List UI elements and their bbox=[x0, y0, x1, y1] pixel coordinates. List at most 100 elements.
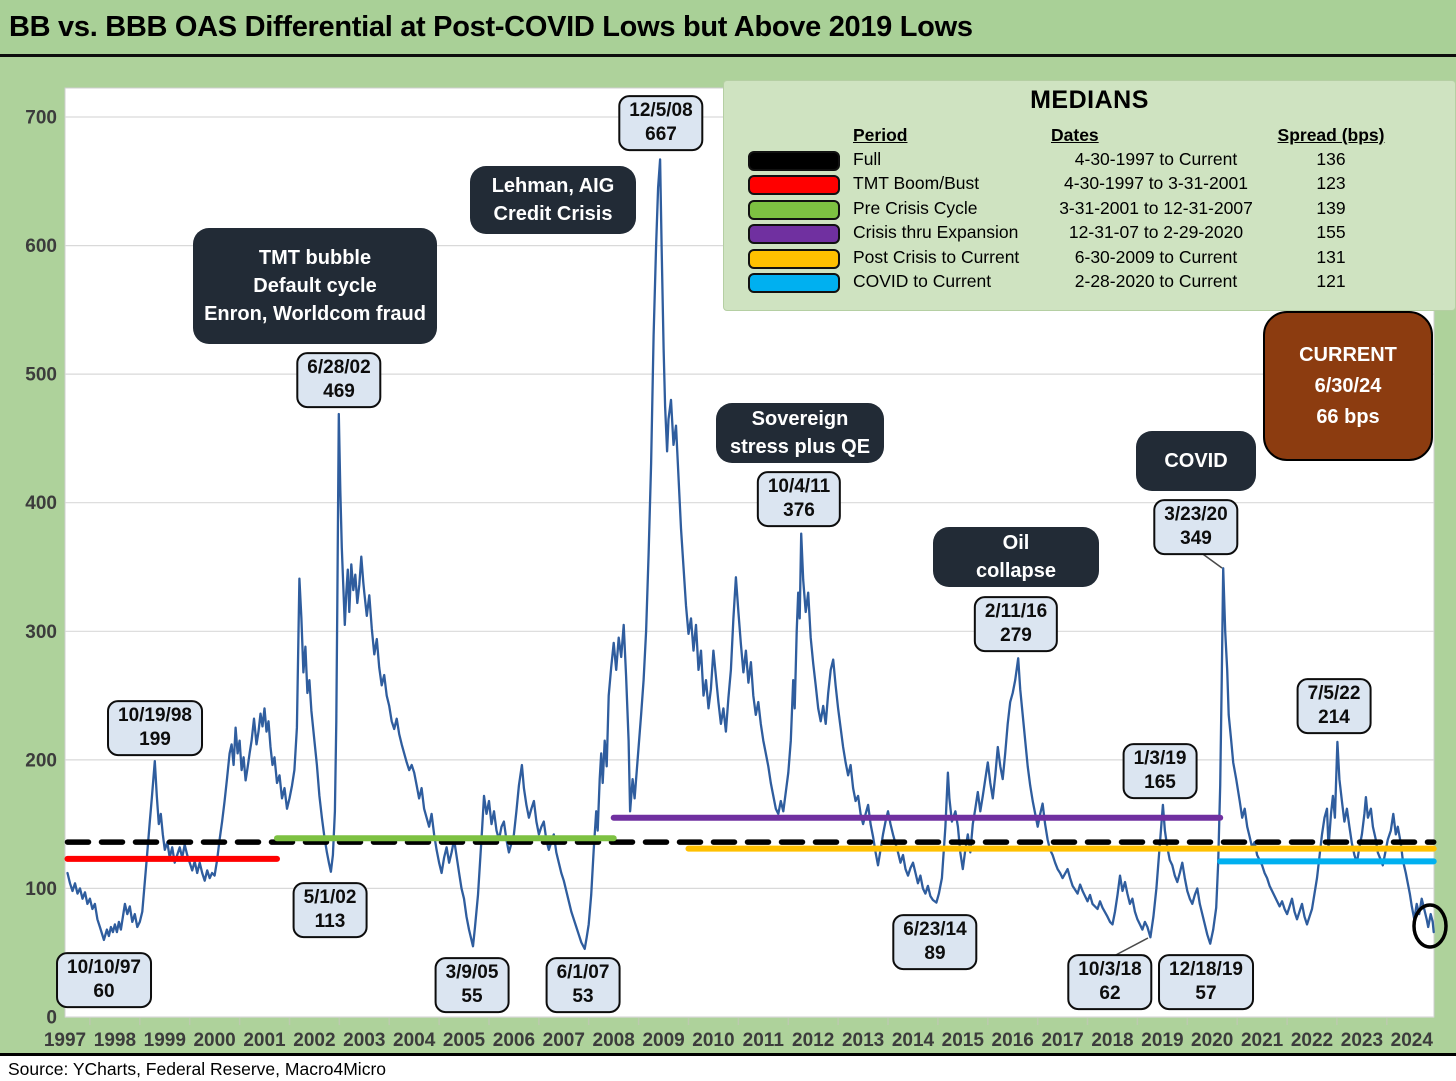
callout-line: Sovereign bbox=[751, 408, 849, 430]
svg-text:400: 400 bbox=[25, 493, 57, 514]
point-label-12-18-19: 12/18/19 57 bbox=[1158, 954, 1254, 1010]
callout-line: Oil bbox=[1002, 532, 1030, 554]
chart-region: 0 100 200 300 400 500 600 700 1997 1998 1999 2000 20… bbox=[0, 60, 1456, 1053]
point-label-5-1-02: 5/1/02 113 bbox=[292, 882, 368, 938]
svg-text:2005: 2005 bbox=[443, 1030, 486, 1051]
point-label-date: 3/23/20 bbox=[1164, 504, 1228, 526]
callout-line: CURRENT bbox=[1299, 343, 1397, 366]
legend-header-swatch bbox=[748, 125, 853, 146]
point-label-date: 6/28/02 bbox=[307, 357, 371, 379]
legend-swatch-cell bbox=[748, 222, 853, 244]
svg-text:2015: 2015 bbox=[942, 1030, 985, 1051]
svg-text:2003: 2003 bbox=[343, 1030, 385, 1051]
legend-dates: 2-28-2020 to Current bbox=[1074, 271, 1238, 291]
point-label-date: 10/4/11 bbox=[767, 476, 831, 498]
callout-line: collapse bbox=[975, 560, 1057, 582]
source-bar: Source: YCharts, Federal Reserve, Macro4… bbox=[0, 1053, 1456, 1081]
svg-text:2020: 2020 bbox=[1191, 1030, 1233, 1051]
point-label-value: 376 bbox=[783, 500, 815, 521]
point-label-date: 1/3/19 bbox=[1133, 748, 1187, 770]
point-label-6-23-14: 6/23/14 89 bbox=[892, 914, 978, 970]
svg-text:2007: 2007 bbox=[543, 1030, 585, 1051]
callout-line: 6/30/24 bbox=[1314, 374, 1382, 397]
callout-sovereign: Sovereign stress plus QE bbox=[716, 403, 884, 463]
svg-text:0: 0 bbox=[46, 1008, 57, 1029]
point-label-value: 113 bbox=[314, 911, 346, 932]
point-label-3-23-20: 3/23/20 349 bbox=[1153, 499, 1239, 555]
point-label-value: 60 bbox=[93, 981, 115, 1002]
point-label-10-19-98: 10/19/98 199 bbox=[107, 700, 203, 756]
legend-spread: 136 bbox=[1316, 148, 1346, 169]
point-label-date: 12/5/08 bbox=[629, 100, 693, 122]
point-label-value: 279 bbox=[1000, 625, 1032, 646]
legend-period: Pre Crisis Cycle bbox=[853, 197, 978, 218]
svg-text:2004: 2004 bbox=[393, 1030, 436, 1051]
callout-line: Default cycle bbox=[253, 275, 377, 297]
svg-text:2017: 2017 bbox=[1041, 1030, 1083, 1051]
point-label-1-3-19: 1/3/19 165 bbox=[1122, 743, 1198, 799]
point-label-date: 10/19/98 bbox=[118, 705, 192, 727]
medians-table: Period Dates Spread (bps) Full 4-30-1997 to … bbox=[724, 115, 1455, 293]
svg-text:1997: 1997 bbox=[44, 1030, 86, 1051]
legend-header-spread: Spread (bps) bbox=[1277, 125, 1385, 145]
svg-text:200: 200 bbox=[25, 750, 57, 771]
point-label-date: 6/1/07 bbox=[556, 962, 610, 984]
svg-text:700: 700 bbox=[25, 108, 57, 129]
legend-header-dates: Dates bbox=[1051, 125, 1099, 145]
svg-text:2022: 2022 bbox=[1291, 1030, 1333, 1051]
point-label-3-9-05: 3/9/05 55 bbox=[434, 957, 510, 1013]
point-label-7-5-22: 7/5/22 214 bbox=[1296, 678, 1372, 734]
callout-line: stress plus QE bbox=[729, 436, 871, 458]
legend-dates: 4-30-1997 to Current bbox=[1074, 148, 1238, 169]
point-label-value: 53 bbox=[572, 986, 594, 1007]
legend-swatch-cell bbox=[748, 149, 853, 171]
svg-text:500: 500 bbox=[25, 365, 57, 386]
svg-text:300: 300 bbox=[25, 622, 57, 643]
legend-spread: 121 bbox=[1316, 271, 1346, 291]
legend-period: Post Crisis to Current bbox=[853, 246, 1020, 267]
legend-spread: 131 bbox=[1316, 246, 1346, 267]
point-label-value: 214 bbox=[1318, 707, 1350, 728]
callout-lehman: Lehman, AIG Credit Crisis bbox=[470, 166, 636, 234]
point-label-date: 12/18/19 bbox=[1169, 959, 1243, 981]
point-label-value: 57 bbox=[1195, 983, 1217, 1004]
medians-legend-title: MEDIANS bbox=[1030, 86, 1149, 114]
legend-period: TMT Boom/Bust bbox=[853, 173, 980, 193]
point-label-value: 469 bbox=[323, 381, 355, 402]
point-label-date: 2/11/16 bbox=[984, 601, 1048, 623]
svg-text:2021: 2021 bbox=[1241, 1030, 1284, 1051]
callout-line: Lehman, AIG bbox=[491, 175, 615, 197]
legend-header-period: Period bbox=[853, 125, 908, 145]
point-label-10-3-18: 10/3/18 62 bbox=[1067, 954, 1153, 1010]
callout-current: CURRENT 6/30/24 66 bps bbox=[1263, 311, 1433, 461]
svg-text:2006: 2006 bbox=[493, 1030, 535, 1051]
source-text: Source: YCharts, Federal Reserve, Macro4… bbox=[8, 1059, 387, 1079]
svg-text:100: 100 bbox=[25, 879, 57, 900]
point-label-10-10-97: 10/10/97 60 bbox=[56, 952, 152, 1008]
medians-legend: MEDIANS Period Dates Spread (bps) Full 4-30-… bbox=[723, 80, 1456, 311]
callout-line: Credit Crisis bbox=[493, 203, 613, 225]
svg-text:2016: 2016 bbox=[992, 1030, 1034, 1051]
svg-text:2001: 2001 bbox=[243, 1030, 286, 1051]
legend-swatch-cell bbox=[748, 271, 853, 293]
callout-line: 66 bps bbox=[1316, 405, 1380, 428]
point-label-date: 5/1/02 bbox=[303, 887, 357, 909]
svg-text:2014: 2014 bbox=[892, 1030, 935, 1051]
legend-dates: 6-30-2009 to Current bbox=[1074, 246, 1238, 267]
callout-oil: Oil collapse bbox=[933, 527, 1099, 587]
point-label-12-5-08: 12/5/08 667 bbox=[618, 95, 704, 151]
legend-color-swatch bbox=[748, 273, 840, 293]
legend-period: Crisis thru Expansion bbox=[853, 222, 1019, 242]
point-label-value: 667 bbox=[645, 124, 677, 145]
svg-text:2009: 2009 bbox=[642, 1030, 684, 1051]
callout-line: Enron, Worldcom fraud bbox=[204, 303, 426, 325]
svg-text:2000: 2000 bbox=[193, 1030, 235, 1051]
callout-covid: COVID bbox=[1136, 431, 1256, 491]
svg-text:1999: 1999 bbox=[144, 1030, 186, 1051]
legend-color-swatch bbox=[748, 224, 840, 244]
point-label-date: 7/5/22 bbox=[1307, 683, 1361, 705]
point-label-date: 3/9/05 bbox=[445, 962, 499, 984]
point-label-value: 62 bbox=[1099, 983, 1121, 1004]
point-label-value: 165 bbox=[1144, 772, 1176, 793]
point-label-10-4-11: 10/4/11 376 bbox=[756, 471, 842, 527]
